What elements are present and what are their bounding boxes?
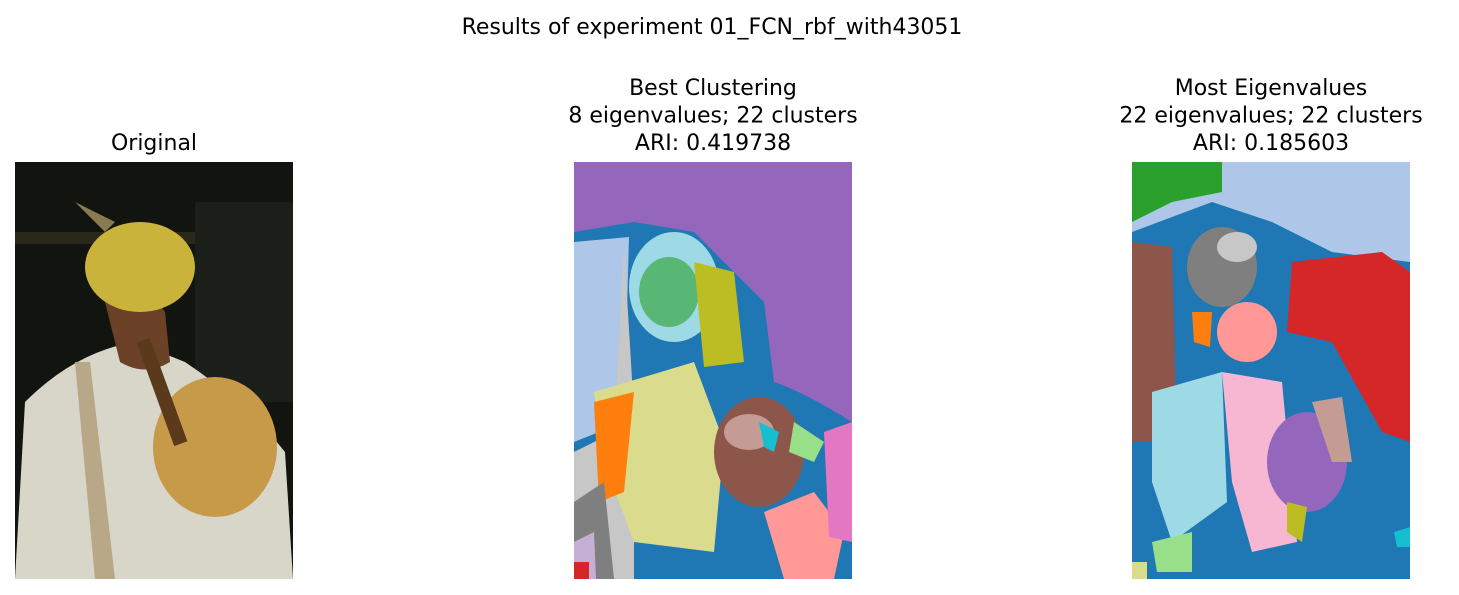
original-image	[15, 162, 293, 579]
most-eigenvalues-image	[1132, 162, 1410, 579]
panel-title-line: Best Clustering	[629, 76, 797, 101]
figure-title: Results of experiment 01_FCN_rbf_with430…	[462, 15, 963, 40]
panel-title-line: 8 eigenvalues; 22 clusters	[568, 104, 857, 129]
panel-title-line: Original	[111, 131, 197, 156]
panel-title-line: ARI: 0.419738	[635, 131, 791, 156]
panel-title-line: Most Eigenvalues	[1175, 76, 1368, 101]
panel-title-line: ARI: 0.185603	[1193, 131, 1349, 156]
best-clustering-image	[574, 162, 852, 579]
panel-title-line: 22 eigenvalues; 22 clusters	[1119, 104, 1422, 129]
